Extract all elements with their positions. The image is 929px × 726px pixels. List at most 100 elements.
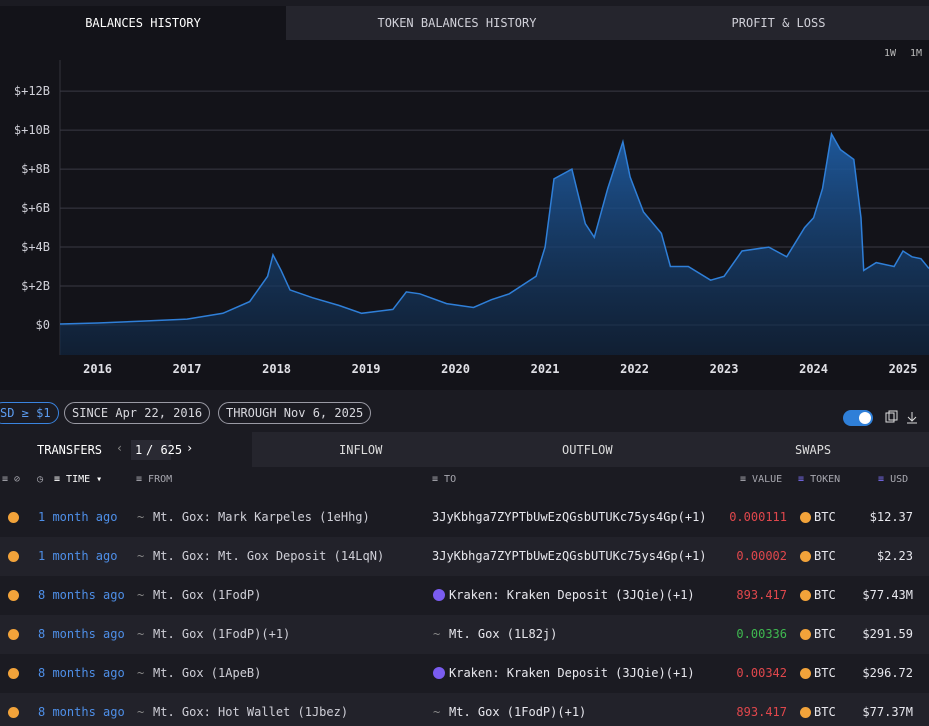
column-header[interactable]: ≡ USD xyxy=(878,474,908,485)
value: 0.00336 xyxy=(736,627,787,641)
usd: $77.43M xyxy=(862,588,913,602)
y-tick-label: $+4B xyxy=(21,240,50,254)
btc-icon xyxy=(8,590,19,601)
usd: $12.37 xyxy=(870,510,913,524)
btc-icon xyxy=(8,551,19,562)
column-header[interactable]: ≡ TOKEN xyxy=(798,474,840,485)
entity-icon: ~ xyxy=(137,627,144,641)
token: BTC xyxy=(814,510,836,524)
column-header-text: VALUE xyxy=(752,474,782,485)
from[interactable]: Mt. Gox (1FodP) xyxy=(153,588,261,602)
y-tick-label: $+8B xyxy=(21,162,50,176)
x-tick-label: 2018 xyxy=(262,362,291,376)
btc-icon xyxy=(800,551,811,562)
from[interactable]: Mt. Gox: Mt. Gox Deposit (14LqN) xyxy=(153,549,384,563)
btc-icon xyxy=(800,707,811,718)
value: 0.000111 xyxy=(729,510,787,524)
x-tick-label: 2020 xyxy=(441,362,470,376)
x-tick-label: 2022 xyxy=(620,362,649,376)
column-header[interactable]: ≡ FROM xyxy=(136,474,172,485)
y-tick-label: $+10B xyxy=(14,123,50,137)
to[interactable]: Mt. Gox (1FodP)(+1) xyxy=(449,705,586,719)
from[interactable]: Mt. Gox: Mark Karpeles (1eHhg) xyxy=(153,510,370,524)
entity-icon: ~ xyxy=(137,705,144,719)
to[interactable]: Mt. Gox (1L82j) xyxy=(449,627,557,641)
entity-icon: ~ xyxy=(433,705,440,719)
usd: $2.23 xyxy=(877,549,913,563)
x-tick-label: 2019 xyxy=(352,362,381,376)
subtab[interactable]: SWAPS xyxy=(795,443,831,457)
time[interactable]: 8 months ago xyxy=(38,705,125,719)
chart: $0$+2B$+4B$+6B$+8B$+10B$+12B201620172018… xyxy=(0,0,929,390)
column-header-text: USD xyxy=(890,474,908,485)
kraken-icon xyxy=(433,589,445,601)
usd: $77.37M xyxy=(862,705,913,719)
x-tick-label: 2023 xyxy=(710,362,739,376)
page-count: / 625 xyxy=(146,443,182,457)
y-tick-label: $+6B xyxy=(21,201,50,215)
area xyxy=(60,134,929,355)
subtab[interactable]: TRANSFERS xyxy=(37,443,102,457)
x-tick-label: 2021 xyxy=(531,362,560,376)
x-tick-label: 2016 xyxy=(83,362,112,376)
time[interactable]: 1 month ago xyxy=(38,549,117,563)
prev-page[interactable]: ‹ xyxy=(116,441,123,455)
filter-chip[interactable]: SD ≥ $1 xyxy=(0,402,59,424)
toggle[interactable] xyxy=(843,410,873,426)
btc-icon xyxy=(8,512,19,523)
column-header-text: TIME xyxy=(66,474,90,485)
sort-icon[interactable]: ◷ xyxy=(37,474,43,485)
entity-icon: ~ xyxy=(137,510,144,524)
column-header[interactable]: ≡ TO xyxy=(432,474,456,485)
toolbar-icons[interactable] xyxy=(884,410,924,426)
token: BTC xyxy=(814,549,836,563)
subtab[interactable]: OUTFLOW xyxy=(562,443,613,457)
kraken-icon xyxy=(433,667,445,679)
token: BTC xyxy=(814,627,836,641)
column-header-text: FROM xyxy=(148,474,172,485)
to[interactable]: Kraken: Kraken Deposit (3JQie)(+1) xyxy=(449,588,695,602)
y-tick-label: $0 xyxy=(36,318,50,332)
token: BTC xyxy=(814,588,836,602)
time[interactable]: 8 months ago xyxy=(38,588,125,602)
token: BTC xyxy=(814,666,836,680)
next-page[interactable]: › xyxy=(186,441,193,455)
btc-icon xyxy=(800,590,811,601)
to[interactable]: 3JyKbhga7ZYPTbUwEzQGsbUTUKc75ys4Gp(+1) xyxy=(432,549,707,563)
usd: $291.59 xyxy=(862,627,913,641)
to[interactable]: Kraken: Kraken Deposit (3JQie)(+1) xyxy=(449,666,695,680)
y-tick-label: $+12B xyxy=(14,84,50,98)
value: 0.00002 xyxy=(736,549,787,563)
btc-icon xyxy=(800,629,811,640)
btc-icon xyxy=(800,668,811,679)
column-header[interactable]: ≡ VALUE xyxy=(740,474,782,485)
filter-chip[interactable]: SINCE Apr 22, 2016 xyxy=(64,402,210,424)
btc-icon xyxy=(8,629,19,640)
time[interactable]: 8 months ago xyxy=(38,666,125,680)
value: 893.417 xyxy=(736,705,787,719)
page-number[interactable]: 1 xyxy=(135,443,142,457)
subtab[interactable]: INFLOW xyxy=(339,443,382,457)
from[interactable]: Mt. Gox (1ApeB) xyxy=(153,666,261,680)
time[interactable]: 8 months ago xyxy=(38,627,125,641)
btc-icon xyxy=(8,707,19,718)
x-tick-label: 2025 xyxy=(889,362,918,376)
to[interactable]: 3JyKbhga7ZYPTbUwEzQGsbUTUKc75ys4Gp(+1) xyxy=(432,510,707,524)
btc-icon xyxy=(8,668,19,679)
column-header[interactable]: ≡ TIME ▾ xyxy=(54,474,102,485)
value: 893.417 xyxy=(736,588,787,602)
entity-icon: ~ xyxy=(433,627,440,641)
from[interactable]: Mt. Gox (1FodP)(+1) xyxy=(153,627,290,641)
filter-chip[interactable]: THROUGH Nov 6, 2025 xyxy=(218,402,371,424)
token: BTC xyxy=(814,705,836,719)
value: 0.00342 xyxy=(736,666,787,680)
entity-icon: ~ xyxy=(137,549,144,563)
column-header-text: TOKEN xyxy=(810,474,840,485)
from[interactable]: Mt. Gox: Hot Wallet (1Jbez) xyxy=(153,705,348,719)
btc-icon xyxy=(800,512,811,523)
x-tick-label: 2024 xyxy=(799,362,828,376)
filter-icon[interactable]: ≡ ⊘ xyxy=(2,474,20,485)
time[interactable]: 1 month ago xyxy=(38,510,117,524)
entity-icon: ~ xyxy=(137,588,144,602)
y-tick-label: $+2B xyxy=(21,279,50,293)
